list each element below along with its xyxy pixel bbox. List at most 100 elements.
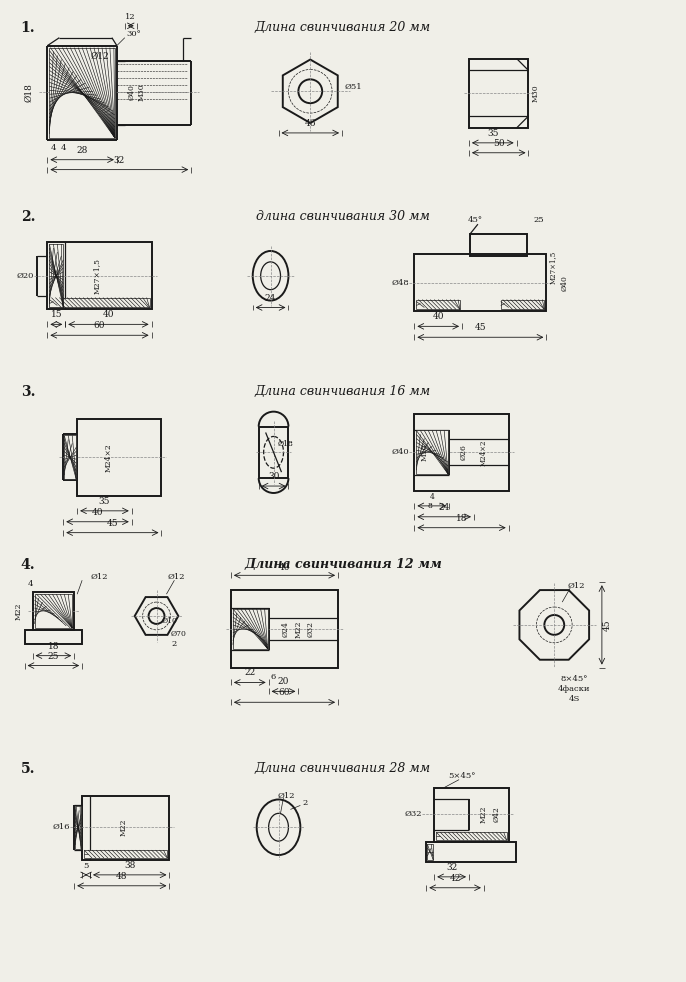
Text: Ø24: Ø24	[281, 621, 289, 636]
Text: 40: 40	[92, 508, 104, 517]
Text: Ø18: Ø18	[25, 82, 34, 102]
Text: Ø32: Ø32	[405, 810, 423, 818]
Bar	[416, 300, 460, 309]
Text: 4S: 4S	[569, 695, 580, 703]
Bar	[259, 426, 288, 478]
Text: 48: 48	[116, 872, 128, 881]
Text: 3.: 3.	[21, 385, 35, 399]
Text: Длина свинчивания 28 мм: Длина свинчивания 28 мм	[255, 762, 431, 775]
Text: Ø16: Ø16	[53, 823, 70, 831]
Bar	[49, 244, 63, 307]
Text: Ø42: Ø42	[493, 806, 501, 822]
Text: M22: M22	[14, 602, 23, 620]
Text: 25: 25	[533, 216, 544, 224]
Text: Ø12: Ø12	[278, 791, 295, 799]
Bar	[436, 832, 507, 841]
Text: 42: 42	[449, 874, 461, 883]
Text: 40: 40	[432, 312, 444, 321]
Text: Ø32: Ø32	[306, 621, 314, 637]
Text: 45: 45	[475, 323, 486, 332]
Text: 20: 20	[278, 678, 289, 686]
Text: M22: M22	[120, 819, 128, 836]
Bar	[501, 300, 545, 309]
Text: Ø40: Ø40	[560, 275, 568, 291]
Text: 22: 22	[244, 669, 255, 678]
Text: M27×1,5: M27×1,5	[93, 257, 101, 294]
Bar	[414, 254, 546, 311]
Text: 35: 35	[487, 129, 499, 137]
Bar	[427, 845, 434, 860]
Bar	[49, 47, 115, 137]
Text: Ø51: Ø51	[345, 83, 363, 91]
Text: 30: 30	[268, 472, 279, 481]
Text: 45: 45	[602, 619, 611, 630]
Text: Ø10: Ø10	[161, 617, 178, 625]
Text: 2: 2	[172, 639, 177, 648]
Bar	[32, 592, 74, 629]
Text: 40: 40	[103, 310, 114, 319]
Text: 24: 24	[438, 503, 450, 512]
Text: M24×2: M24×2	[105, 443, 113, 471]
Bar	[426, 843, 516, 862]
Text: Ø20: Ø20	[16, 272, 34, 280]
Text: 18: 18	[456, 514, 467, 522]
Text: Ø12: Ø12	[567, 582, 585, 590]
Text: 5: 5	[84, 862, 88, 870]
Text: 45°: 45°	[467, 216, 482, 224]
Text: 12: 12	[126, 13, 136, 21]
Text: 2.: 2.	[21, 210, 35, 224]
Text: 60: 60	[279, 688, 290, 697]
Text: 1.: 1.	[21, 21, 35, 34]
Bar	[34, 594, 72, 627]
Text: M22: M22	[480, 805, 488, 823]
Text: 25: 25	[47, 652, 59, 661]
Text: Длина свинчивания 16 мм: Длина свинчивания 16 мм	[255, 385, 431, 398]
Text: M30: M30	[138, 83, 145, 101]
Text: M22: M22	[294, 620, 303, 637]
Text: M30: M30	[532, 84, 539, 102]
Bar	[470, 234, 528, 256]
Text: 5×45°: 5×45°	[449, 772, 475, 780]
Text: 18: 18	[47, 641, 59, 651]
Bar	[416, 430, 448, 474]
Text: 8×45°: 8×45°	[560, 676, 588, 683]
Text: Длина свинчивания 20 мм: Длина свинчивания 20 мм	[255, 21, 431, 33]
Text: M24×2: M24×2	[480, 439, 488, 465]
Bar	[231, 590, 338, 668]
Text: 4: 4	[28, 580, 34, 588]
Text: 28: 28	[76, 145, 88, 155]
Text: 50: 50	[493, 138, 504, 148]
Text: 4: 4	[51, 143, 56, 152]
Text: Ø12: Ø12	[167, 573, 185, 581]
Text: 46: 46	[305, 119, 316, 128]
Text: 30°: 30°	[127, 29, 141, 37]
Text: 2: 2	[303, 799, 307, 807]
Bar	[434, 788, 508, 843]
Text: 15: 15	[51, 310, 62, 319]
Text: 40: 40	[279, 564, 290, 573]
Bar	[25, 629, 82, 644]
Text: Ø48: Ø48	[392, 279, 410, 287]
Text: 24: 24	[265, 294, 276, 302]
Text: 32: 32	[446, 863, 458, 872]
Bar	[77, 418, 161, 496]
Text: Ø12: Ø12	[90, 52, 109, 61]
Text: 45: 45	[106, 518, 118, 527]
Text: 6: 6	[271, 674, 276, 682]
Text: Ø40: Ø40	[128, 84, 136, 100]
Text: M18: M18	[421, 444, 428, 462]
Text: длина свинчивания 30 мм: длина свинчивания 30 мм	[256, 210, 430, 223]
Text: M27×1,5: M27×1,5	[549, 251, 557, 285]
Text: 4: 4	[60, 143, 66, 152]
Text: Ø40: Ø40	[392, 449, 410, 457]
Text: Длина свинчивания 12 мм: Длина свинчивания 12 мм	[244, 559, 442, 572]
Bar	[84, 850, 167, 858]
Text: Ø26: Ø26	[460, 445, 468, 461]
Text: 38: 38	[124, 861, 135, 870]
Text: 35: 35	[99, 497, 110, 506]
Text: 32: 32	[114, 156, 125, 165]
Text: 4.: 4.	[21, 559, 35, 573]
Bar	[414, 413, 508, 491]
Bar	[469, 59, 528, 128]
Text: 60: 60	[94, 321, 105, 330]
